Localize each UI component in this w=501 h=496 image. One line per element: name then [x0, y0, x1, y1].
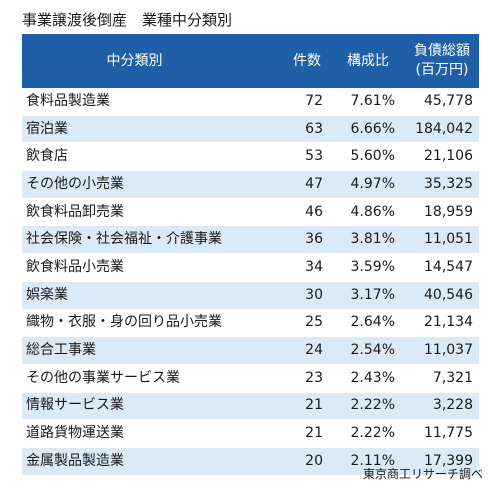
- header-debt: 負債総額 (百万円): [405, 34, 479, 88]
- table-row: その他の小売業 47 4.97% 35,325: [22, 170, 479, 199]
- category-cell: 飲食料品小売業: [22, 253, 247, 282]
- ratio-cell: 6.66%: [331, 115, 405, 144]
- ratio-cell: 3.81%: [331, 225, 405, 255]
- ratio-cell: 7.61%: [331, 88, 405, 116]
- category-cell: 飲食料品卸売業: [22, 198, 247, 227]
- category-cell: 飲食店: [22, 142, 247, 172]
- category-cell: 情報サービス業: [22, 392, 247, 421]
- debt-cell: 14,547: [405, 253, 479, 282]
- ratio-cell: 2.64%: [331, 309, 405, 338]
- count-cell: 21: [247, 392, 331, 421]
- count-cell: 46: [247, 198, 331, 227]
- table-row: 飲食店 53 5.60% 21,106: [22, 142, 479, 172]
- debt-cell: 11,051: [405, 225, 479, 255]
- category-cell: 織物・衣服・身の回り品小売業: [22, 309, 247, 338]
- ratio-cell: 3.17%: [331, 281, 405, 310]
- ratio-cell: 5.60%: [331, 142, 405, 172]
- table-header-row: 中分類別 件数 構成比 負債総額 (百万円): [22, 34, 479, 88]
- category-cell: 総合工事業: [22, 336, 247, 365]
- table-row: 情報サービス業 21 2.22% 3,228: [22, 392, 479, 421]
- ratio-cell: 2.22%: [331, 419, 405, 448]
- debt-cell: 11,037: [405, 336, 479, 365]
- header-count: 件数: [247, 34, 331, 88]
- table-row: 娯楽業 30 3.17% 40,546: [22, 281, 479, 310]
- table-row: 飲食料品小売業 34 3.59% 14,547: [22, 253, 479, 282]
- count-cell: 53: [247, 142, 331, 172]
- debt-cell: 21,134: [405, 309, 479, 338]
- count-cell: 34: [247, 253, 331, 282]
- ratio-cell: 2.43%: [331, 364, 405, 393]
- count-cell: 36: [247, 225, 331, 255]
- table-row: 宿泊業 63 6.66% 184,042: [22, 115, 479, 144]
- header-debt-line2: (百万円): [415, 62, 469, 78]
- category-cell: 社会保険・社会福祉・介護事業: [22, 225, 247, 255]
- debt-cell: 7,321: [405, 364, 479, 393]
- count-cell: 23: [247, 364, 331, 393]
- debt-cell: 40,546: [405, 281, 479, 310]
- industry-table: 中分類別 件数 構成比 負債総額 (百万円) 食料品製造業 72 7.61% 45,7…: [22, 34, 479, 476]
- table-row: 総合工事業 24 2.54% 11,037: [22, 336, 479, 365]
- count-cell: 47: [247, 170, 331, 199]
- table-row: 道路貨物運送業 21 2.22% 11,775: [22, 419, 479, 448]
- table-row: 織物・衣服・身の回り品小売業 25 2.64% 21,134: [22, 309, 479, 338]
- count-cell: 24: [247, 336, 331, 365]
- ratio-cell: 3.59%: [331, 253, 405, 282]
- debt-cell: 17,399: [405, 447, 479, 476]
- chart-title: 事業譲渡後倒産 業種中分類別: [22, 11, 233, 29]
- ratio-cell: 4.86%: [331, 198, 405, 227]
- table-row: 食料品製造業 72 7.61% 45,778: [22, 88, 479, 116]
- header-debt-line1: 負債総額: [414, 43, 470, 59]
- table-row: 金属製品製造業 20 2.11% 17,399: [22, 447, 479, 476]
- category-cell: その他の事業サービス業: [22, 364, 247, 393]
- debt-cell: 45,778: [405, 88, 479, 116]
- count-cell: 72: [247, 88, 331, 116]
- category-cell: 娯楽業: [22, 281, 247, 310]
- ratio-cell: 2.54%: [331, 336, 405, 365]
- category-cell: 宿泊業: [22, 115, 247, 144]
- count-cell: 63: [247, 115, 331, 144]
- ratio-cell: 4.97%: [331, 170, 405, 199]
- category-cell: 金属製品製造業: [22, 447, 247, 476]
- category-cell: 道路貨物運送業: [22, 419, 247, 448]
- count-cell: 30: [247, 281, 331, 310]
- header-category: 中分類別: [22, 34, 247, 88]
- table-row: 飲食料品卸売業 46 4.86% 18,959: [22, 198, 479, 227]
- count-cell: 21: [247, 419, 331, 448]
- count-cell: 25: [247, 309, 331, 338]
- ratio-cell: 2.22%: [331, 392, 405, 421]
- source-note: 東京商工リサーチ調べ: [362, 467, 483, 481]
- header-ratio: 構成比: [331, 34, 405, 88]
- table-row: その他の事業サービス業 23 2.43% 7,321: [22, 364, 479, 393]
- debt-cell: 21,106: [405, 142, 479, 172]
- category-cell: 食料品製造業: [22, 88, 247, 116]
- debt-cell: 35,325: [405, 170, 479, 199]
- debt-cell: 11,775: [405, 419, 479, 448]
- category-cell: その他の小売業: [22, 170, 247, 199]
- ratio-cell: 2.11%: [331, 447, 405, 476]
- table-row: 社会保険・社会福祉・介護事業 36 3.81% 11,051: [22, 225, 479, 255]
- debt-cell: 184,042: [405, 115, 479, 144]
- debt-cell: 3,228: [405, 392, 479, 421]
- debt-cell: 18,959: [405, 198, 479, 227]
- count-cell: 20: [247, 447, 331, 476]
